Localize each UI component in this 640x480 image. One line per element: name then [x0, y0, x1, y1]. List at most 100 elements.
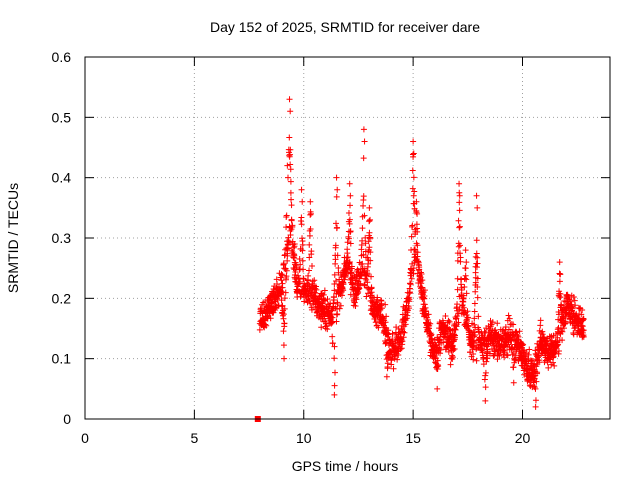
data-point — [537, 322, 544, 329]
data-point — [510, 364, 517, 371]
data-point — [451, 345, 458, 352]
data-point — [456, 306, 463, 313]
data-point — [483, 358, 490, 365]
data-point — [332, 242, 339, 249]
data-point — [489, 319, 496, 326]
data-point — [434, 385, 441, 392]
data-point — [409, 151, 416, 158]
data-point — [383, 313, 390, 320]
data-point — [455, 217, 462, 224]
data-point — [456, 224, 463, 231]
data-point — [333, 193, 340, 200]
data-point — [268, 299, 275, 306]
data-point — [313, 286, 320, 293]
data-point — [394, 356, 401, 363]
data-point — [309, 262, 316, 269]
data-point — [368, 273, 375, 280]
data-point — [410, 265, 417, 272]
data-point — [345, 235, 352, 242]
x-tick-label: 20 — [515, 430, 531, 446]
data-point — [515, 333, 522, 340]
data-point — [506, 315, 513, 322]
data-point — [306, 267, 313, 274]
data-point — [410, 138, 417, 145]
data-point — [487, 350, 494, 357]
data-point — [474, 260, 481, 267]
data-point — [307, 226, 314, 233]
data-point — [471, 315, 478, 322]
data-point — [550, 359, 557, 366]
data-point — [532, 397, 539, 404]
data-points — [254, 96, 587, 422]
data-point — [472, 253, 479, 260]
data-point — [474, 204, 481, 211]
data-point — [401, 329, 408, 336]
data-point — [375, 324, 382, 331]
data-point — [280, 342, 287, 349]
data-point — [331, 391, 338, 398]
data-point — [449, 354, 456, 361]
data-point — [472, 288, 479, 295]
data-point — [463, 259, 470, 266]
data-point — [389, 330, 396, 337]
data-point — [579, 306, 586, 313]
data-point — [556, 278, 563, 285]
data-point — [367, 216, 374, 223]
data-point — [407, 289, 414, 296]
data-point — [320, 291, 327, 298]
data-point — [331, 382, 338, 389]
data-point — [470, 350, 477, 357]
data-point — [329, 333, 336, 340]
data-point — [414, 210, 421, 217]
y-tick-label: 0.4 — [52, 170, 72, 186]
data-point — [406, 280, 413, 287]
data-point — [414, 242, 421, 249]
data-point — [331, 343, 338, 350]
data-point — [292, 268, 299, 275]
data-point — [331, 271, 338, 278]
data-point — [457, 250, 464, 257]
data-point — [362, 275, 369, 282]
data-point — [347, 291, 354, 298]
data-point — [454, 307, 461, 314]
data-point — [418, 271, 425, 278]
data-point — [262, 321, 269, 328]
data-point — [579, 323, 586, 330]
data-point — [580, 327, 587, 334]
data-point — [406, 305, 413, 312]
data-point — [570, 294, 577, 301]
data-point — [459, 302, 466, 309]
data-point — [501, 347, 508, 354]
data-point — [554, 326, 561, 333]
data-point — [421, 295, 428, 302]
data-point — [394, 348, 401, 355]
data-point — [504, 352, 511, 359]
data-point — [283, 273, 290, 280]
data-point — [578, 311, 585, 318]
data-point — [456, 223, 463, 230]
data-point — [297, 261, 304, 268]
data-point — [278, 288, 285, 295]
data-point — [312, 283, 319, 290]
data-point — [359, 260, 366, 267]
data-point — [464, 308, 471, 315]
data-point — [297, 278, 304, 285]
data-point — [282, 289, 289, 296]
data-point — [347, 202, 354, 209]
data-point — [337, 302, 344, 309]
data-point — [408, 233, 415, 240]
data-point — [346, 258, 353, 265]
data-point — [420, 294, 427, 301]
data-point — [561, 325, 568, 332]
data-point — [455, 319, 462, 326]
data-point — [385, 331, 392, 338]
data-point — [364, 279, 371, 286]
data-point — [388, 356, 395, 363]
data-point — [365, 238, 372, 245]
data-point — [482, 369, 489, 376]
data-point — [457, 242, 464, 249]
data-point — [569, 305, 576, 312]
data-point — [390, 365, 397, 372]
data-point — [382, 319, 389, 326]
